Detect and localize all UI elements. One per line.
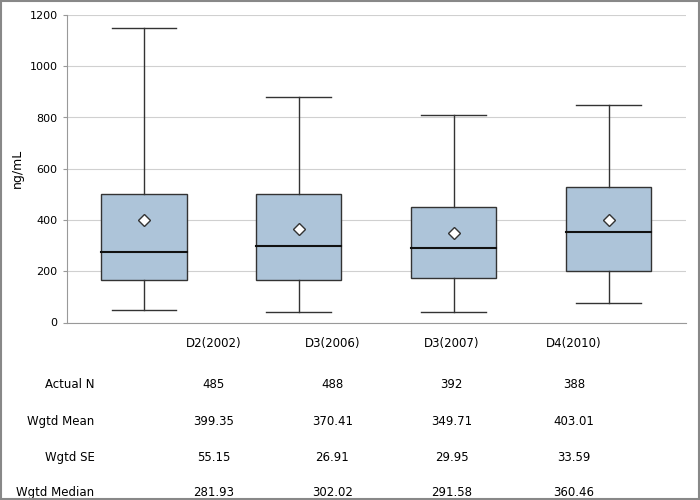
Text: Wgtd Mean: Wgtd Mean bbox=[27, 416, 94, 428]
Bar bbox=[102, 194, 186, 280]
Text: 360.46: 360.46 bbox=[554, 486, 594, 500]
Bar bbox=[566, 186, 651, 271]
Bar bbox=[256, 194, 342, 280]
Text: 55.15: 55.15 bbox=[197, 451, 230, 464]
Text: 370.41: 370.41 bbox=[312, 416, 353, 428]
Text: 388: 388 bbox=[563, 378, 585, 391]
Text: D3(2006): D3(2006) bbox=[304, 338, 360, 350]
Text: 302.02: 302.02 bbox=[312, 486, 353, 500]
Text: 281.93: 281.93 bbox=[193, 486, 234, 500]
Y-axis label: ng/mL: ng/mL bbox=[10, 149, 24, 188]
Text: 403.01: 403.01 bbox=[554, 416, 594, 428]
Text: 33.59: 33.59 bbox=[557, 451, 591, 464]
Text: 349.71: 349.71 bbox=[431, 416, 472, 428]
Text: 488: 488 bbox=[321, 378, 344, 391]
Text: 485: 485 bbox=[202, 378, 225, 391]
Text: D4(2010): D4(2010) bbox=[546, 338, 602, 350]
Text: Wgtd Median: Wgtd Median bbox=[16, 486, 94, 500]
Text: 26.91: 26.91 bbox=[316, 451, 349, 464]
Text: 392: 392 bbox=[440, 378, 463, 391]
Text: 29.95: 29.95 bbox=[435, 451, 468, 464]
Bar bbox=[411, 207, 496, 278]
Text: 399.35: 399.35 bbox=[193, 416, 234, 428]
Text: 291.58: 291.58 bbox=[431, 486, 472, 500]
Text: D2(2002): D2(2002) bbox=[186, 338, 241, 350]
Text: Wgtd SE: Wgtd SE bbox=[45, 451, 94, 464]
Text: Actual N: Actual N bbox=[45, 378, 94, 391]
Text: D3(2007): D3(2007) bbox=[424, 338, 480, 350]
